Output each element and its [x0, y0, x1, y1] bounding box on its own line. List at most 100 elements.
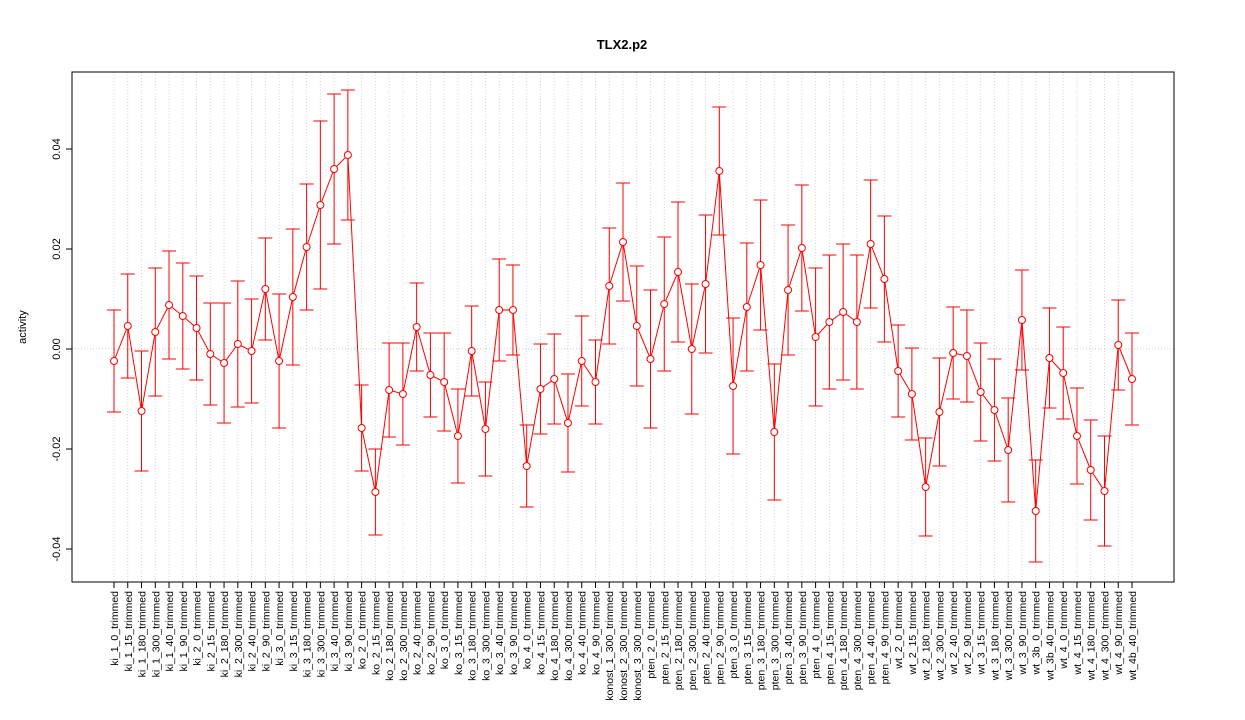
x-tick-label: wt_4_15_trimmed [1072, 591, 1084, 676]
y-axis-label: activity [17, 310, 29, 344]
point [467, 347, 476, 355]
point [440, 378, 449, 386]
x-tick-label: ko_4_15_trimmed [535, 591, 547, 675]
point [275, 357, 284, 365]
point [729, 382, 738, 390]
point [123, 322, 132, 330]
x-tick-label: ko_3_15_trimmed [453, 591, 465, 675]
x-tick-label: ki_3_0_trimmed [274, 591, 286, 666]
point [137, 407, 146, 415]
point [880, 275, 889, 283]
point [1086, 466, 1095, 474]
x-tick-label: pten_2_180_trimmed [673, 591, 685, 690]
x-tick-label: ki_3_300_trimmed [315, 591, 327, 678]
x-tick-label: wt_3_15_trimmed [976, 591, 988, 676]
point [949, 349, 958, 357]
x-tick-label: wt_3_90_trimmed [1017, 591, 1029, 676]
y-tick-label: 0.00 [51, 338, 63, 359]
x-tick-label: konost_2_300_trimmed [618, 591, 630, 701]
point [701, 280, 710, 288]
point [261, 285, 270, 293]
x-tick-label: ki_2_40_trimmed [247, 591, 259, 672]
point [550, 375, 559, 383]
point [674, 268, 683, 276]
point [343, 151, 352, 159]
point [1059, 369, 1068, 377]
x-tick-label: ko_3_0_trimmed [439, 591, 451, 669]
point [495, 306, 504, 314]
x-tick-label: pten_3_90_trimmed [797, 591, 809, 685]
x-tick-label: pten_3_0_trimmed [728, 591, 740, 679]
point [247, 347, 256, 355]
x-tick-label: pten_2_0_trimmed [646, 591, 658, 679]
point [536, 385, 545, 393]
chart-title: TLX2.p2 [597, 37, 648, 52]
point [302, 243, 311, 251]
point [398, 390, 407, 398]
point [825, 318, 834, 326]
point [110, 357, 118, 365]
x-tick-label: pten_2_300_trimmed [687, 591, 699, 690]
point [646, 355, 655, 363]
x-tick-label: ki_1_180_trimmed [137, 591, 149, 678]
x-tick-label: konost_1_300_trimmed [604, 591, 616, 701]
point [797, 244, 806, 252]
point [742, 303, 751, 311]
x-tick-label: ki_2_0_trimmed [192, 591, 204, 666]
x-tick-label: ki_1_0_trimmed [109, 591, 121, 666]
point [839, 308, 848, 316]
x-tick-label: pten_4_90_trimmed [879, 591, 891, 685]
point [990, 406, 999, 414]
x-tick-label: wt_3_180_trimmed [989, 591, 1001, 681]
x-tick-label: pten_3_300_trimmed [769, 591, 781, 690]
x-tick-label: ki_2_300_trimmed [233, 591, 245, 678]
point [962, 352, 971, 360]
point [756, 261, 765, 269]
x-tick-label: ki_1_90_trimmed [178, 591, 190, 672]
point [220, 359, 229, 367]
point [165, 301, 174, 309]
x-tick-label: ko_2_15_trimmed [370, 591, 382, 675]
x-tick-label: wt_2_90_trimmed [962, 591, 974, 676]
x-tick-label: ko_3_300_trimmed [480, 591, 492, 681]
point [330, 165, 339, 173]
x-tick-label: pten_4_300_trimmed [852, 591, 864, 690]
point [715, 167, 724, 175]
x-tick-label: pten_4_180_trimmed [838, 591, 850, 690]
point [453, 432, 462, 440]
point [233, 340, 242, 348]
point [660, 300, 669, 308]
point [563, 419, 572, 427]
x-tick-label: ki_3_15_trimmed [288, 591, 300, 672]
point [784, 286, 793, 294]
x-tick-label: pten_3_180_trimmed [756, 591, 768, 690]
point [894, 367, 903, 375]
point [1114, 341, 1123, 349]
point [412, 323, 421, 331]
x-tick-label: ko_4_40_trimmed [577, 591, 589, 675]
point [591, 378, 600, 386]
x-tick-label: ki_1_40_trimmed [164, 591, 176, 672]
x-tick-label: wt_4_0_trimmed [1058, 591, 1070, 670]
x-tick-label: wt_3_300_trimmed [1003, 591, 1015, 681]
x-tick-label: pten_4_0_trimmed [811, 591, 823, 679]
point [508, 306, 517, 314]
x-tick-label: wt_3b_40_trimmed [1044, 591, 1056, 681]
x-tick-label: ko_2_90_trimmed [425, 591, 437, 675]
point [522, 462, 531, 470]
point [1004, 446, 1013, 454]
point [687, 345, 696, 353]
x-tick-label: ki_1_15_trimmed [123, 591, 135, 672]
x-tick-label: ko_3_40_trimmed [494, 591, 506, 675]
x-tick-label: ki_2_15_trimmed [205, 591, 217, 672]
x-tick-label: ko_3_180_trimmed [467, 591, 479, 681]
y-tick-label: 0.04 [51, 138, 63, 159]
point [811, 333, 820, 341]
y-tick-label: 0.02 [51, 238, 63, 259]
point [605, 282, 614, 290]
x-tick-label: ko_4_180_trimmed [549, 591, 561, 681]
point [288, 293, 297, 301]
y-tick-label: -0.04 [51, 536, 63, 561]
point [852, 318, 861, 326]
